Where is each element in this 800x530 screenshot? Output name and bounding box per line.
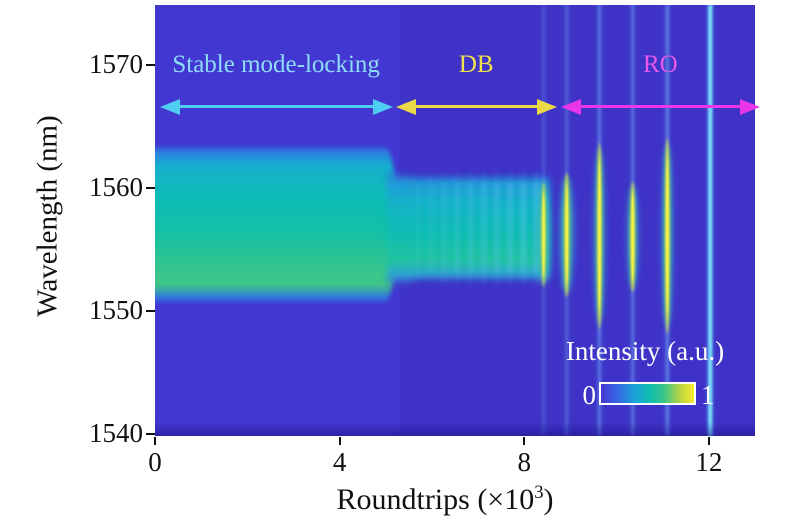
x-tick-mark: [338, 437, 341, 445]
heatmap-canvas: [155, 5, 755, 436]
y-tick-label: 1550: [89, 294, 143, 325]
x-tick-label: 0: [148, 447, 162, 477]
x-tick-label: 4: [332, 447, 347, 477]
arrow-left-head: [395, 98, 416, 115]
colorbar-gradient: [599, 382, 696, 405]
colorbar-min-label: 0: [582, 380, 597, 410]
x-tick-mark: [154, 437, 156, 445]
x-tick-label: 8: [517, 447, 531, 477]
region-label-ro: RO: [643, 51, 678, 78]
arrow-right-head: [739, 98, 760, 115]
arrow-left-head: [561, 98, 582, 115]
x-tick-mark: [707, 437, 710, 445]
colorbar-max-label: 1: [701, 380, 715, 410]
y-tick-mark: [146, 432, 155, 435]
y-axis-label: Wavelength (nm): [31, 115, 64, 317]
colorbar-title: Intensity (a.u.): [565, 336, 725, 366]
x-axis-label: Roundtrips (×103): [336, 482, 553, 517]
region-label-db: DB: [458, 51, 494, 78]
ro-range-arrow: [561, 98, 760, 115]
x-axis-label-suffix: ): [543, 483, 554, 516]
arrow-right-head: [372, 98, 393, 115]
y-tick-mark: [146, 186, 155, 189]
x-tick-mark: [523, 437, 526, 445]
y-tick-label: 1540: [89, 417, 143, 448]
db-range-arrow: [395, 98, 557, 115]
region-label-stable: Stable mode-locking: [172, 51, 380, 78]
arrow-left-head: [159, 98, 180, 115]
y-tick-mark: [146, 64, 155, 67]
stable-range-arrow: [159, 98, 393, 115]
arrow-right-head: [536, 98, 557, 115]
x-tick-label: 12: [695, 447, 723, 477]
y-tick-label: 1560: [89, 171, 143, 202]
x-axis-label-exponent: 3: [534, 482, 544, 503]
y-tick-mark: [146, 309, 155, 312]
x-axis-label-prefix: Roundtrips (×10: [336, 483, 535, 516]
y-tick-label: 1570: [89, 49, 143, 80]
